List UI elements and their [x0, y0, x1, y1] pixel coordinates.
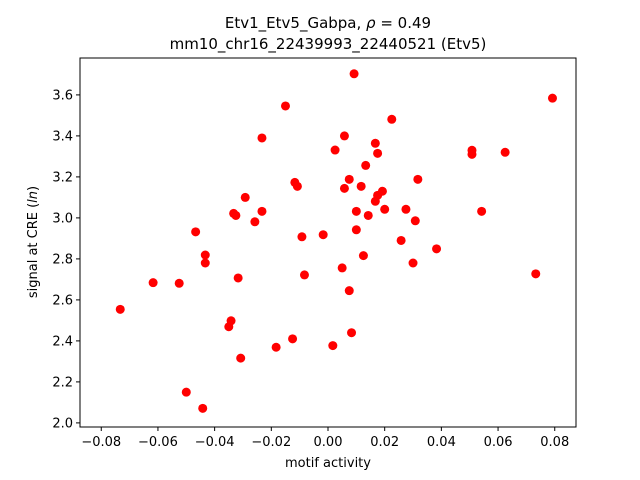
data-point	[115, 304, 125, 314]
data-point	[198, 403, 208, 413]
data-point	[356, 181, 366, 191]
chart-title: Etv1_Etv5_Gabpa, ρ = 0.49	[225, 14, 431, 33]
data-point	[250, 217, 260, 227]
data-point	[231, 210, 241, 220]
x-tick-label: 0.00	[314, 435, 343, 450]
data-point	[377, 186, 387, 196]
data-point	[280, 101, 290, 111]
data-point	[413, 174, 423, 184]
y-tick-label: 3.0	[52, 211, 73, 226]
data-point	[531, 269, 541, 279]
data-point	[467, 149, 477, 159]
y-tick-label: 2.8	[52, 252, 73, 267]
data-point	[233, 273, 243, 283]
chart-subtitle: mm10_chr16_22439993_22440521 (Etv5)	[170, 35, 487, 54]
data-point	[401, 204, 411, 214]
data-point	[396, 235, 406, 245]
x-tick-label: −0.02	[251, 435, 291, 450]
data-point	[387, 114, 397, 124]
data-point	[191, 227, 201, 237]
data-point	[477, 206, 487, 216]
data-point	[361, 160, 371, 170]
data-point	[358, 251, 368, 261]
y-tick-label: 3.2	[52, 170, 73, 185]
x-tick-label: 0.02	[370, 435, 399, 450]
data-point	[432, 244, 442, 254]
data-point	[240, 192, 250, 202]
data-point	[174, 278, 184, 288]
data-point	[373, 148, 383, 158]
data-point	[328, 341, 338, 351]
data-point	[370, 138, 380, 148]
data-point	[181, 387, 191, 397]
y-tick-label: 2.2	[52, 375, 73, 390]
data-point	[344, 286, 354, 296]
data-point	[349, 69, 359, 79]
y-tick-label: 3.4	[52, 129, 73, 144]
y-axis-label: signal at CRE (ln)	[26, 186, 41, 298]
data-point	[351, 225, 361, 235]
plot-area: −0.08 −0.06 −0.04 −0.02 0.00 0.02 0.04 0.06 0.08…	[52, 57, 577, 450]
data-point	[363, 210, 373, 220]
data-point	[299, 270, 309, 280]
data-point	[292, 181, 302, 191]
x-axis-label: motif activity	[285, 456, 371, 471]
data-point	[351, 206, 361, 216]
x-axis-ticks: −0.08 −0.06 −0.04 −0.02 0.00 0.02 0.04 0.06 0.08	[81, 427, 569, 450]
data-point	[347, 328, 357, 338]
y-tick-label: 2.6	[52, 293, 73, 308]
data-point	[257, 133, 267, 143]
data-point	[410, 216, 420, 226]
data-point	[148, 278, 158, 288]
data-point	[344, 174, 354, 184]
data-point	[337, 263, 347, 273]
x-tick-label: −0.04	[195, 435, 235, 450]
x-tick-label: 0.08	[540, 435, 569, 450]
data-point	[200, 258, 210, 268]
data-point	[547, 93, 557, 103]
y-tick-label: 3.6	[52, 88, 73, 103]
data-point	[408, 258, 418, 268]
data-point	[257, 206, 267, 216]
data-point	[236, 353, 246, 363]
data-point	[271, 342, 281, 352]
data-point	[288, 334, 298, 344]
data-point	[330, 145, 340, 155]
y-axis-ticks: 2.0 2.2 2.4 2.6 2.8 3.0 3.2 3.4 3.6	[52, 88, 80, 431]
data-point	[226, 316, 236, 326]
x-tick-label: 0.04	[427, 435, 456, 450]
data-points	[115, 69, 557, 413]
y-tick-label: 2.0	[52, 416, 73, 431]
x-tick-label: −0.08	[81, 435, 121, 450]
data-point	[339, 183, 349, 193]
data-point	[339, 131, 349, 141]
data-point	[370, 196, 380, 206]
data-point	[200, 250, 210, 260]
data-point	[380, 204, 390, 214]
x-tick-label: 0.06	[484, 435, 513, 450]
data-point	[318, 230, 328, 240]
x-tick-label: −0.06	[138, 435, 178, 450]
y-tick-label: 2.4	[52, 334, 73, 349]
data-point	[297, 232, 307, 242]
data-point	[500, 147, 510, 157]
